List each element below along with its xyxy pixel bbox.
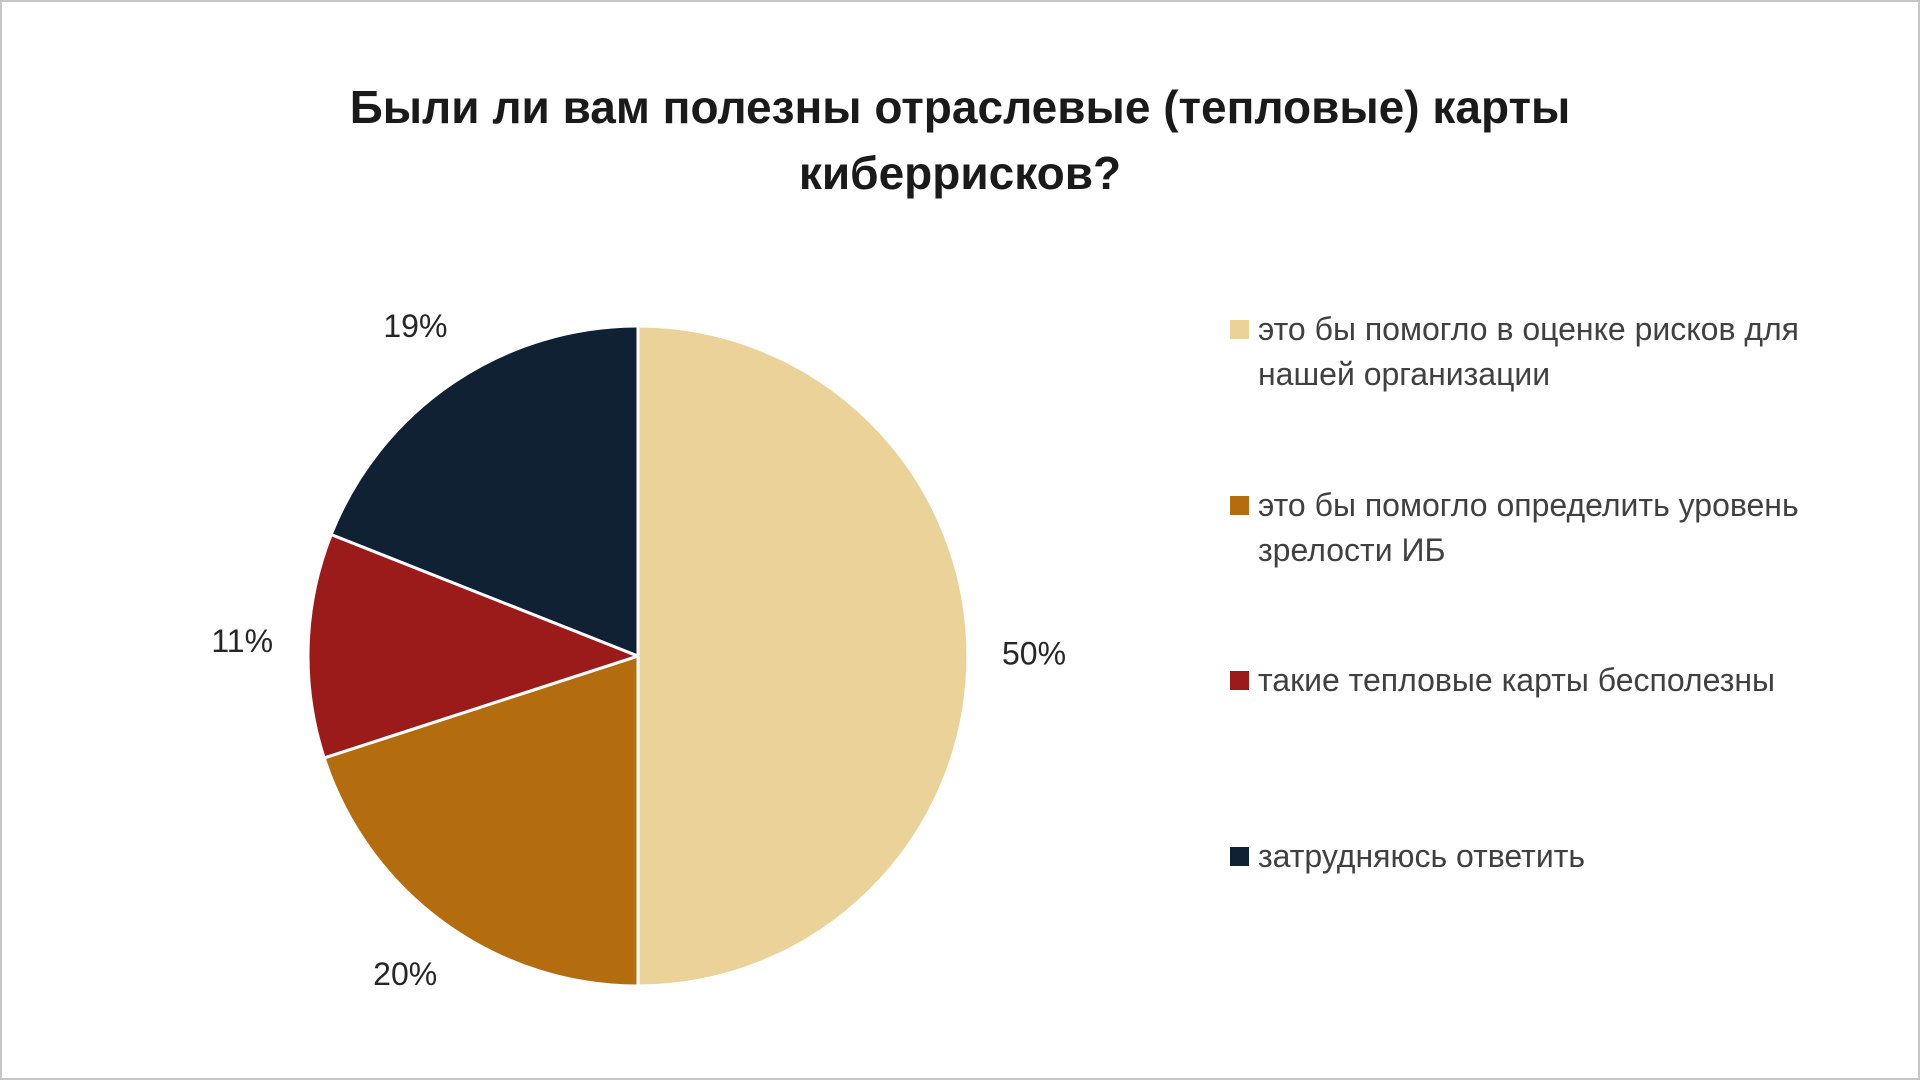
legend-swatch-0 [1230,320,1249,339]
pie-slice-3 [329,324,640,658]
legend-label-2: такие тепловые карты бесполезны [1258,662,1776,698]
slice-percent-label-2: 11% [211,623,273,659]
legend-item-3: затрудняюсь ответить [1230,834,1585,879]
legend-label-0: это бы помогло в оценке рисков для нашей… [1258,311,1799,392]
pie-slice-0 [636,324,970,988]
pie-chart: 50% 20% 11% 19% [211,308,1066,992]
legend-swatch-1 [1230,496,1249,515]
legend-swatch-2 [1230,671,1249,690]
slice-percent-label-1: 20% [373,956,437,992]
pie-chart-area: 50% 20% 11% 19% [188,206,1088,1080]
legend-label-3: затрудняюсь ответить [1258,838,1586,874]
slice-percent-label-0: 50% [1002,635,1066,671]
legend-item-2: такие тепловые карты бесполезны [1230,658,1775,703]
chart-title: Были ли вам полезны отраслевые (тепловые… [2,74,1918,206]
pie-slice-1 [322,654,640,988]
legend-item-1: это бы помогло определить уровень зрелос… [1230,483,1830,573]
legend-swatch-3 [1230,847,1249,866]
legend-item-0: это бы помогло в оценке рисков для нашей… [1230,307,1830,397]
pie-slice-2 [306,533,640,760]
legend-label-1: это бы помогло определить уровень зрелос… [1258,487,1799,568]
slice-percent-label-3: 19% [383,308,447,344]
chart-title-text: Были ли вам полезны отраслевые (тепловые… [349,81,1571,199]
